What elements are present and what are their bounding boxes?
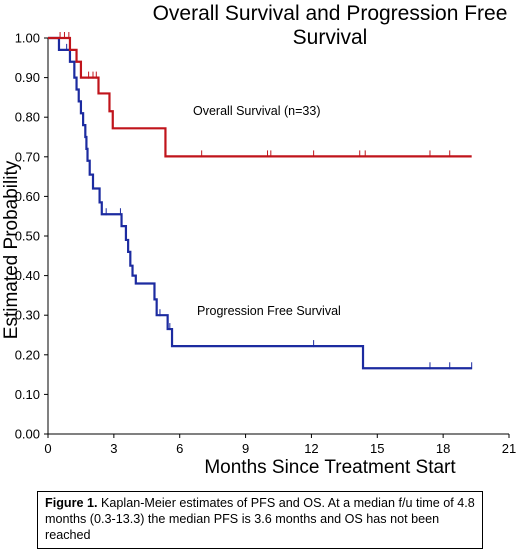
- x-tick-label: 18: [436, 441, 450, 456]
- y-tick-label: 0.10: [15, 387, 40, 402]
- y-tick-label: 0.50: [15, 229, 40, 244]
- pfs-survival-curve: [48, 36, 472, 370]
- y-tick-label: 0.20: [15, 347, 40, 362]
- x-axis-title: Months Since Treatment Start: [204, 457, 456, 478]
- y-tick-label: 0.00: [15, 427, 40, 442]
- y-tick-label: 0.80: [15, 110, 40, 125]
- y-axis-title: Estimated Probability: [1, 160, 22, 339]
- y-tick-label: 1.00: [15, 31, 40, 46]
- y-tick-label: 0.30: [15, 308, 40, 323]
- km-chart: Overall Survival and Progression Free Su…: [1, 2, 517, 478]
- y-tick-label: 0.60: [15, 189, 40, 204]
- x-tick-label: 6: [176, 441, 183, 456]
- chart-title-line-2: Survival: [293, 26, 368, 49]
- caption-text: Kaplan-Meier estimates of PFS and OS. At…: [45, 496, 475, 542]
- chart-title-line-1: Overall Survival and Progression Free: [153, 2, 508, 25]
- os-series-label: Overall Survival (n=33): [193, 104, 320, 118]
- x-tick-label: 0: [44, 441, 51, 456]
- pfs-series-label: Progression Free Survival: [197, 304, 341, 318]
- y-tick-label: 0.40: [15, 268, 40, 283]
- y-tick-label: 0.90: [15, 70, 40, 85]
- x-tick-label: 3: [110, 441, 117, 456]
- x-tick-label: 9: [242, 441, 249, 456]
- series-layer: [48, 32, 473, 370]
- caption-label: Figure 1.: [45, 496, 98, 510]
- x-tick-label: 15: [370, 441, 384, 456]
- y-tick-label: 0.70: [15, 149, 40, 164]
- x-tick-label: 21: [502, 441, 516, 456]
- x-tick-label: 12: [304, 441, 318, 456]
- axes: 0.00 0.10 0.20 0.30 0.40 0.50 0.60 0.70 0.80 0.90…: [15, 31, 517, 457]
- figure-caption: Figure 1. Kaplan-Meier estimates of PFS …: [37, 491, 483, 549]
- os-survival-curve: [48, 36, 472, 158]
